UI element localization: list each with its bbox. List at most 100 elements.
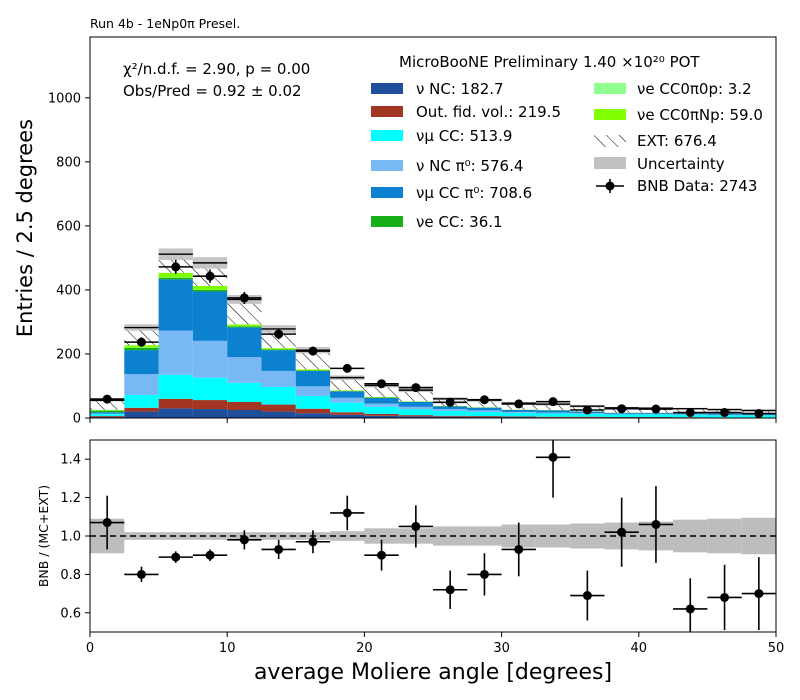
data-marker: [479, 395, 489, 405]
ratio-marker: [342, 508, 352, 518]
bar-series7-bin4: [227, 324, 262, 327]
ratio-marker: [754, 589, 764, 599]
bar-series3-bin12: [501, 411, 536, 413]
bar-series3-bin10: [433, 409, 468, 411]
legend-item-6: νe CC0π0p: 3.2: [594, 80, 752, 98]
main-y-tick-label: 400: [56, 283, 81, 298]
ratio-point-3: [192, 549, 228, 561]
bar-series0-bin7: [330, 414, 365, 418]
ratio-marker: [720, 592, 730, 602]
legend-item-5: νe CC: 36.1: [371, 213, 503, 231]
bar-series4-bin5: [261, 350, 296, 371]
ratio-marker: [445, 585, 455, 595]
ratio-point-8: [364, 539, 399, 571]
main-y-tick-label: 0: [73, 412, 81, 427]
ratio-panel: 0.6 0.8 1.0 1.2 1.4 0 10 20 30 40 50 BNB / (MC+EX…: [36, 439, 784, 685]
legend-swatch: [371, 216, 403, 227]
legend-swatch: [371, 160, 403, 171]
data-point-16: [638, 404, 674, 414]
ratio-point-1: [124, 566, 159, 583]
data-marker: [754, 409, 764, 418]
bar-series3-bin9: [398, 406, 433, 410]
bar-series3-bin0: [90, 413, 125, 415]
bar-series1-bin4: [227, 401, 262, 410]
bar-series5-bin3: [192, 289, 228, 292]
bar-series5-bin4: [227, 326, 262, 328]
legend-label: νe CC0π0p: 3.2: [637, 80, 752, 98]
bar-series1-bin3: [192, 400, 228, 410]
main-y-axis-label: Entries / 2.5 degrees: [13, 119, 37, 337]
ratio-marker: [136, 569, 146, 579]
bar-series3-bin7: [330, 397, 365, 403]
data-point-2: [158, 259, 193, 274]
bar-series4-bin10: [433, 406, 468, 410]
legend-label: ν NC π⁰: 576.4: [416, 157, 523, 175]
bar-series1-bin9: [398, 415, 433, 417]
ratio-point-5: [261, 539, 296, 560]
ratio-marker: [582, 591, 592, 601]
main-y-tick-label: 1000: [48, 91, 81, 106]
bar-series1-bin14: [570, 416, 605, 418]
bar-series1-bin1: [124, 407, 159, 412]
bar-series1-bin13: [535, 416, 571, 418]
main-y-tick-label: 600: [56, 219, 81, 234]
data-point-10: [433, 397, 468, 407]
bar-series8-bin0: [90, 400, 125, 410]
ratio-marker: [617, 527, 627, 537]
bar-series4-bin12: [501, 409, 536, 412]
bar-series2-bin9: [398, 409, 433, 416]
bar-series1-bin12: [501, 416, 536, 418]
legend-swatch: [371, 130, 403, 141]
legend: MicroBooNE Preliminary 1.40 ×10²⁰ POT ν …: [371, 53, 763, 231]
legend-item-uncertainty: Uncertainty: [594, 155, 725, 173]
legend-swatch: [594, 135, 626, 147]
ratio-marker: [411, 521, 421, 531]
data-point-5: [261, 328, 296, 340]
bar-series4-bin2: [158, 279, 193, 331]
bar-series3-bin3: [192, 340, 228, 378]
ratio-band-bin5: [261, 532, 296, 540]
ratio-marker: [171, 552, 181, 562]
ratio-point-11: [467, 553, 502, 596]
bar-series3-bin4: [227, 357, 262, 383]
legend-swatch: [594, 109, 626, 120]
bar-series7-bin2: [158, 272, 193, 278]
chi2-text: χ²/n.d.f. = 2.90, p = 0.00: [123, 60, 310, 78]
bar-series8-bin8: [364, 385, 399, 397]
ratio-point-10: [433, 570, 468, 609]
bar-series5-bin1: [124, 347, 159, 351]
bar-series2-bin0: [90, 414, 125, 417]
bar-series2-bin12: [501, 412, 536, 417]
data-marker: [582, 405, 592, 415]
ratio-point-15: [604, 497, 639, 567]
bar-series1-bin2: [158, 398, 193, 409]
ratio-point-18: [707, 564, 742, 631]
bar-series2-bin11: [467, 411, 502, 417]
legend-label: Out. fid. vol.: 219.5: [416, 103, 561, 121]
bar-series1-bin5: [261, 404, 296, 412]
legend-label: EXT: 676.4: [637, 132, 717, 150]
data-point-18: [707, 408, 742, 418]
ratio-point-4: [227, 530, 262, 550]
legend-header: MicroBooNE Preliminary 1.40 ×10²⁰ POT: [399, 53, 700, 71]
data-marker: [377, 379, 387, 389]
data-marker: [205, 271, 215, 281]
bar-series0-bin9: [398, 416, 433, 418]
legend-item-2: νμ CC: 513.9: [371, 127, 512, 145]
bar-series4-bin1: [124, 350, 159, 375]
bar-series8-bin9: [398, 390, 433, 402]
legend-item-0: ν NC: 182.7: [371, 80, 504, 98]
legend-label: νμ CC: 513.9: [416, 127, 512, 145]
bar-series4-bin3: [192, 291, 228, 341]
legend-data-marker: [605, 181, 615, 191]
data-point-13: [535, 397, 571, 407]
x-tick-label: 10: [219, 641, 236, 656]
main-y-tick-label: 800: [56, 155, 81, 170]
data-marker: [548, 397, 558, 407]
bar-series2-bin15: [604, 414, 639, 418]
bar-series0-bin2: [158, 408, 193, 418]
data-marker: [651, 404, 661, 414]
ratio-point-2: [158, 551, 193, 563]
ratio-marker: [651, 519, 661, 529]
ratio-point-0: [90, 495, 125, 550]
